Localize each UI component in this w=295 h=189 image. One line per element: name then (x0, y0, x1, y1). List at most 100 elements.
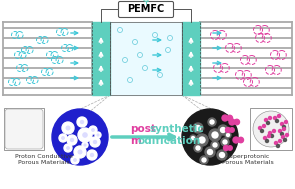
Circle shape (225, 132, 231, 138)
Circle shape (94, 140, 96, 143)
Circle shape (91, 153, 94, 156)
Circle shape (194, 144, 202, 152)
Circle shape (143, 0, 148, 2)
Bar (110, 22, 182, 95)
Text: odification: odification (137, 136, 200, 146)
Circle shape (253, 111, 289, 147)
Circle shape (258, 126, 261, 129)
Circle shape (219, 153, 224, 157)
Text: Superprotonic
Porous Materials: Superprotonic Porous Materials (222, 154, 274, 165)
Circle shape (209, 129, 221, 141)
Circle shape (84, 144, 86, 146)
Circle shape (213, 143, 217, 147)
Text: PEMFC: PEMFC (127, 5, 165, 15)
Circle shape (286, 133, 289, 136)
Circle shape (268, 132, 271, 135)
Circle shape (67, 147, 69, 149)
Circle shape (202, 158, 206, 162)
Circle shape (221, 138, 229, 146)
Circle shape (227, 115, 232, 121)
FancyBboxPatch shape (5, 109, 43, 149)
Circle shape (82, 142, 88, 148)
Circle shape (228, 146, 232, 150)
Circle shape (196, 125, 201, 130)
Circle shape (217, 150, 227, 160)
Text: post: post (130, 124, 156, 134)
Circle shape (238, 137, 243, 143)
Circle shape (89, 126, 97, 134)
FancyBboxPatch shape (119, 2, 173, 18)
Circle shape (218, 125, 228, 135)
Circle shape (283, 128, 286, 130)
Bar (182, 22, 200, 95)
Circle shape (92, 129, 94, 131)
Circle shape (212, 132, 218, 138)
Circle shape (263, 136, 266, 139)
Circle shape (222, 115, 228, 121)
Text: m: m (130, 136, 141, 146)
Circle shape (263, 125, 266, 128)
Circle shape (90, 137, 100, 147)
Circle shape (52, 109, 108, 165)
Circle shape (190, 135, 196, 141)
Circle shape (268, 116, 271, 119)
Circle shape (71, 156, 79, 164)
Circle shape (95, 132, 101, 138)
Circle shape (278, 139, 281, 143)
Circle shape (205, 147, 215, 157)
Circle shape (284, 121, 288, 123)
Circle shape (268, 135, 271, 138)
Bar (92, 22, 110, 95)
Circle shape (281, 132, 283, 136)
Circle shape (233, 137, 239, 143)
Circle shape (78, 150, 82, 154)
Circle shape (83, 133, 87, 137)
Circle shape (227, 133, 230, 136)
Circle shape (59, 134, 67, 142)
Text: Proton Conductive
Porous Materials: Proton Conductive Porous Materials (15, 154, 73, 165)
Circle shape (77, 117, 87, 127)
Circle shape (200, 156, 208, 164)
Circle shape (273, 129, 276, 132)
Circle shape (97, 134, 99, 136)
Circle shape (229, 119, 235, 125)
Circle shape (193, 123, 203, 133)
Circle shape (271, 135, 273, 138)
Circle shape (281, 136, 284, 139)
Circle shape (266, 139, 268, 143)
Circle shape (67, 135, 77, 145)
Circle shape (260, 129, 263, 132)
Bar (4, 108, 44, 150)
Circle shape (276, 119, 278, 122)
Circle shape (273, 116, 276, 119)
Circle shape (87, 150, 97, 160)
Circle shape (196, 134, 208, 146)
Circle shape (66, 126, 70, 130)
Circle shape (191, 136, 194, 139)
Circle shape (276, 145, 279, 147)
Circle shape (211, 141, 219, 149)
Circle shape (196, 146, 200, 150)
Circle shape (230, 128, 234, 132)
Circle shape (283, 125, 286, 129)
Circle shape (208, 118, 216, 126)
Text: synthetic: synthetic (149, 124, 204, 134)
Circle shape (234, 119, 240, 125)
Circle shape (278, 115, 281, 118)
Circle shape (283, 139, 286, 142)
Circle shape (199, 137, 205, 143)
Circle shape (182, 109, 238, 165)
Circle shape (225, 128, 230, 132)
Circle shape (74, 146, 86, 158)
Circle shape (74, 159, 76, 161)
Circle shape (224, 146, 229, 150)
Circle shape (62, 137, 64, 139)
Circle shape (220, 128, 225, 132)
Bar (250, 108, 292, 150)
Circle shape (62, 122, 74, 134)
Circle shape (81, 121, 83, 123)
Circle shape (71, 139, 73, 142)
Circle shape (265, 119, 268, 122)
Circle shape (281, 122, 283, 125)
Circle shape (78, 128, 92, 142)
